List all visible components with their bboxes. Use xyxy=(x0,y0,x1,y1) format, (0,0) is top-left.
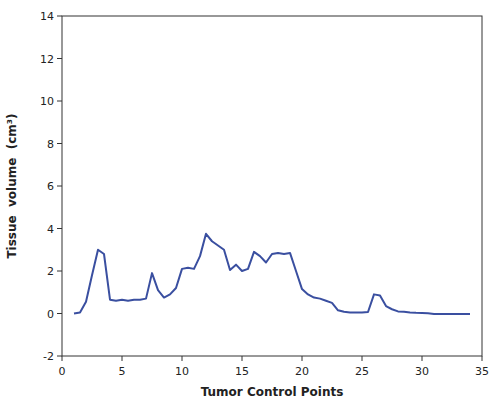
x-tick xyxy=(62,356,63,361)
x-tick xyxy=(122,356,123,361)
y-tick xyxy=(57,356,62,357)
y-tick-label: 6 xyxy=(47,180,54,193)
x-tick-label: 20 xyxy=(295,365,309,378)
x-tick xyxy=(422,356,423,361)
y-tick xyxy=(57,58,62,59)
x-axis-label: Tumor Control Points xyxy=(201,385,344,399)
y-axis-label: Tissue volume (cm³) xyxy=(5,113,19,258)
y-tick-label: 10 xyxy=(40,95,54,108)
chart-svg: 0 5 10 15 20 25 30 35 -2 0 2 4 6 8 10 12 14 Tumor Control… xyxy=(0,0,500,408)
y-tick xyxy=(57,16,62,17)
x-tick-label: 35 xyxy=(475,365,489,378)
plot-area xyxy=(74,234,470,314)
x-tick-label: 30 xyxy=(415,365,429,378)
y-tick xyxy=(57,101,62,102)
x-tick-label: 15 xyxy=(235,365,249,378)
y-tick-label: 8 xyxy=(47,138,54,151)
y-tick xyxy=(57,186,62,187)
y-tick-label: 0 xyxy=(47,308,54,321)
x-tick-label: 25 xyxy=(355,365,369,378)
x-tick-label: 10 xyxy=(175,365,189,378)
y-tick-label: 2 xyxy=(47,265,54,278)
y-tick xyxy=(57,143,62,144)
x-tick xyxy=(362,356,363,361)
chart-container: 0 5 10 15 20 25 30 35 -2 0 2 4 6 8 10 12 14 Tumor Control… xyxy=(0,0,500,408)
y-tick xyxy=(57,313,62,314)
y-tick-label: 12 xyxy=(40,53,54,66)
y-tick-label: 14 xyxy=(40,10,54,23)
x-tick xyxy=(302,356,303,361)
x-tick-label: 5 xyxy=(119,365,126,378)
x-tick-label: 0 xyxy=(59,365,66,378)
x-tick xyxy=(182,356,183,361)
data-line xyxy=(74,234,470,314)
y-tick xyxy=(57,271,62,272)
axes: 0 5 10 15 20 25 30 35 -2 0 2 4 6 8 10 12 14 xyxy=(40,10,489,378)
x-tick xyxy=(242,356,243,361)
plot-frame xyxy=(62,16,482,356)
x-tick xyxy=(482,356,483,361)
y-tick xyxy=(57,228,62,229)
y-tick-label: -2 xyxy=(43,350,54,363)
y-tick-label: 4 xyxy=(47,223,54,236)
